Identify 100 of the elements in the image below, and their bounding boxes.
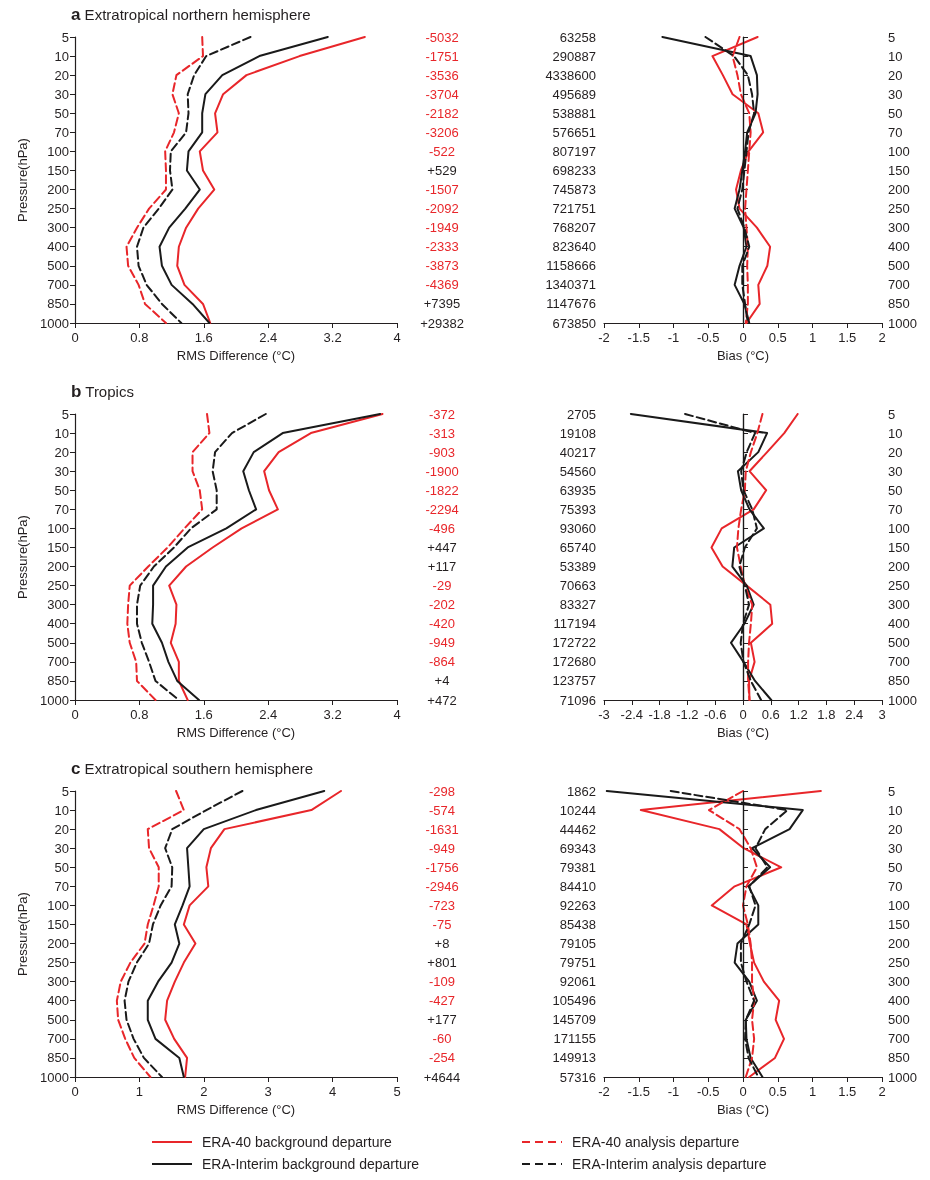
text: 1158666: [546, 258, 596, 274]
x-tick-label: 2: [200, 1084, 208, 1099]
text: 123757: [552, 673, 596, 689]
y-tick-label: 200: [888, 182, 910, 198]
text: 145709: [552, 1012, 596, 1028]
y-tick-label: 20: [888, 444, 903, 460]
y-tick-label: 5: [888, 406, 896, 422]
text: 538881: [552, 105, 596, 121]
y-tick-label: 850: [47, 296, 69, 312]
y-tick-label: 500: [47, 258, 69, 274]
y-tick-label: 10: [888, 48, 903, 64]
text: -298: [428, 783, 456, 799]
x-tick-label: -2.4: [620, 707, 643, 722]
y-tick-label: 700: [888, 1031, 910, 1047]
text: -427: [428, 993, 456, 1009]
y-tick-label: 300: [888, 597, 910, 613]
x-tick-label: 1: [135, 1084, 144, 1099]
y-tick-label: 150: [888, 916, 910, 932]
text: 79105: [559, 936, 596, 952]
y-tick-label: 100: [888, 897, 910, 913]
text: 40217: [559, 444, 596, 460]
text: -420: [428, 616, 456, 632]
text: 53389: [559, 559, 596, 575]
x-tick-label: 0: [739, 707, 747, 722]
text: -3873: [425, 258, 459, 274]
text: 745873: [552, 182, 596, 198]
x-tick-label: -1.2: [676, 707, 699, 722]
x-axis-title: Bias (°C): [716, 347, 770, 363]
y-tick-label: 50: [888, 105, 903, 121]
text: 698233: [552, 162, 596, 178]
y-tick-label: 400: [888, 993, 910, 1009]
y-tick-label: 50: [888, 859, 903, 875]
text: -1631: [425, 821, 459, 837]
y-tick-label: 70: [54, 501, 69, 517]
y-tick-label: 300: [47, 220, 69, 236]
y-tick-label: 1000: [888, 315, 917, 331]
y-tick-label: 70: [54, 878, 69, 894]
x-tick-label: 3: [264, 1084, 272, 1099]
text: -522: [428, 143, 456, 159]
x-tick-label: 5: [393, 1084, 401, 1099]
y-axis-title: Pressure(hPa): [15, 892, 31, 976]
y-tick-label: 30: [54, 463, 69, 479]
text: 57316: [559, 1069, 596, 1085]
text: 4338600: [545, 67, 596, 83]
x-tick-label: 0: [739, 1084, 747, 1099]
y-tick-label: 100: [47, 520, 69, 536]
chart-title: c Extratropical southern hemisphere: [71, 759, 314, 778]
chart-title: b Tropics: [71, 382, 134, 401]
text: 54560: [559, 463, 596, 479]
x-tick-label: -3: [598, 707, 610, 722]
text: 117194: [553, 616, 596, 632]
x-tick-label: -1: [667, 330, 680, 345]
text: 171155: [553, 1031, 596, 1047]
text: 44462: [559, 821, 596, 837]
text: +801: [427, 955, 457, 971]
y-tick-label: 250: [888, 578, 910, 594]
text: -2182: [425, 105, 459, 121]
x-tick-label: -2: [598, 1084, 610, 1099]
y-tick-label: 70: [888, 501, 903, 517]
text: -3704: [425, 86, 459, 102]
text: 69343: [559, 840, 596, 856]
y-axis-title: Pressure(hPa): [15, 138, 31, 222]
text: -949: [428, 635, 456, 651]
text: +177: [427, 1012, 457, 1028]
x-tick-label: 2.4: [259, 330, 278, 345]
x-tick-label: -0.6: [704, 707, 727, 722]
y-tick-label: 700: [47, 654, 69, 670]
x-tick-label: 0.6: [761, 707, 780, 722]
x-tick-label: 1.6: [194, 330, 213, 345]
y-tick-label: 200: [888, 559, 910, 575]
y-tick-label: 300: [888, 220, 910, 236]
text: +4644: [423, 1069, 461, 1085]
text: -949: [428, 840, 456, 856]
text: 1147676: [546, 296, 596, 312]
x-tick-label: -1.5: [627, 330, 650, 345]
text: 673850: [552, 315, 596, 331]
x-tick-label: 4: [393, 707, 401, 722]
x-tick-label: 2: [878, 330, 886, 345]
y-tick-label: 20: [888, 821, 903, 837]
text: -723: [428, 897, 456, 913]
y-tick-label: 30: [888, 840, 903, 856]
x-tick-label: 0.8: [130, 707, 149, 722]
y-tick-label: 5: [888, 783, 896, 799]
y-tick-label: 500: [888, 1012, 910, 1028]
text: -4369: [425, 277, 459, 293]
y-tick-label: 200: [47, 559, 69, 575]
text: +7395: [423, 296, 461, 312]
y-tick-label: 850: [888, 673, 910, 689]
text: -903: [428, 444, 456, 460]
y-tick-label: 50: [54, 482, 69, 498]
y-tick-label: 70: [54, 124, 69, 140]
y-tick-label: 70: [888, 124, 903, 140]
text: 495689: [552, 86, 596, 102]
y-tick-label: 30: [888, 86, 903, 102]
text: -372: [428, 406, 456, 422]
x-tick-label: 1.5: [838, 1084, 857, 1099]
text: 1862: [567, 783, 596, 799]
text: -574: [428, 802, 456, 818]
y-axis-title: Pressure(hPa): [15, 515, 31, 599]
x-axis-title: Bias (°C): [716, 1101, 770, 1117]
